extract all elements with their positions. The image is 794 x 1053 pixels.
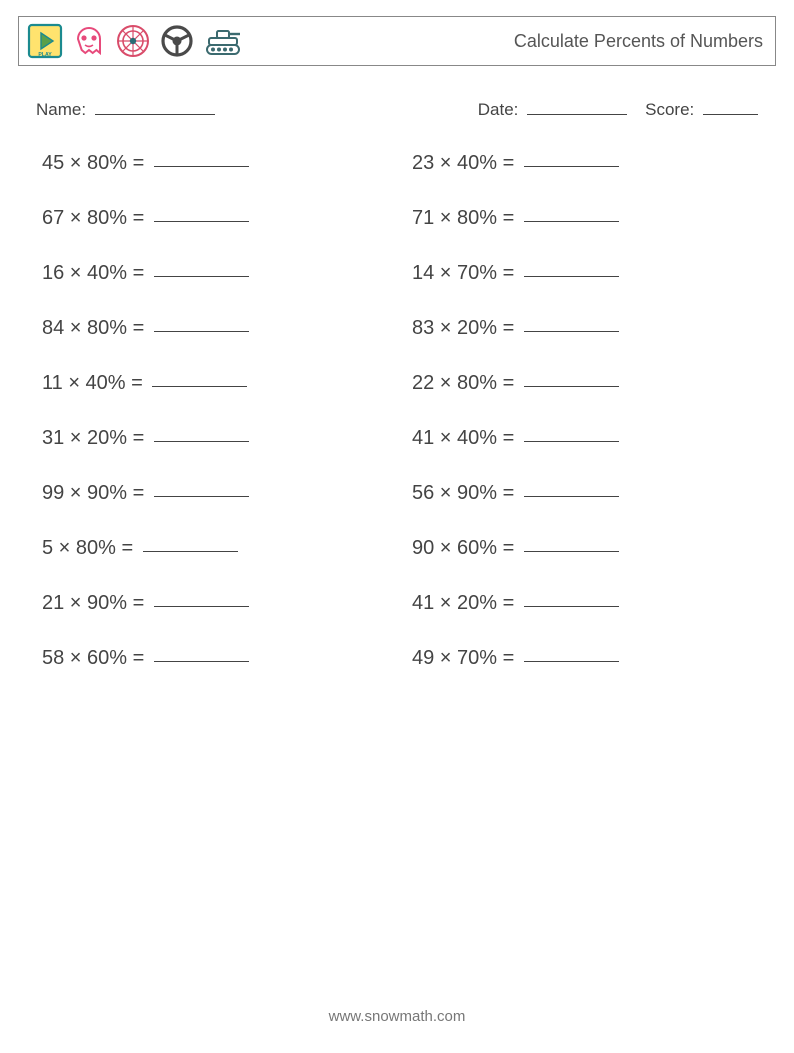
problem-expression: 99 × 90% = (42, 482, 150, 504)
worksheet-title: Calculate Percents of Numbers (514, 31, 763, 52)
problem-item: 49 × 70% = (412, 645, 752, 670)
problem-expression: 90 × 60% = (412, 537, 520, 559)
problem-item: 21 × 90% = (42, 590, 382, 615)
header-bar: PLAY (18, 16, 776, 66)
problem-expression: 14 × 70% = (412, 262, 520, 284)
date-blank (527, 98, 627, 115)
answer-blank (154, 203, 249, 222)
score-label: Score: (645, 100, 694, 119)
problem-expression: 41 × 20% = (412, 592, 520, 614)
worksheet-page: PLAY (0, 0, 794, 1053)
answer-blank (154, 588, 249, 607)
problem-expression: 56 × 90% = (412, 482, 520, 504)
footer-text: www.snowmath.com (0, 1008, 794, 1025)
answer-blank (152, 368, 247, 387)
problem-expression: 41 × 40% = (412, 427, 520, 449)
problem-item: 45 × 80% = (42, 150, 382, 175)
problem-item: 41 × 40% = (412, 425, 752, 450)
problem-expression: 16 × 40% = (42, 262, 150, 284)
problem-expression: 83 × 20% = (412, 317, 520, 339)
problem-expression: 31 × 20% = (42, 427, 150, 449)
steering-wheel-icon (159, 23, 195, 59)
answer-blank (524, 643, 619, 662)
problem-expression: 58 × 60% = (42, 647, 150, 669)
problems-grid: 45 × 80% = 23 × 40% = 67 × 80% = 71 × 80… (42, 150, 752, 670)
date-label: Date: (478, 100, 519, 119)
name-blank (95, 98, 215, 115)
problem-expression: 21 × 90% = (42, 592, 150, 614)
problem-expression: 49 × 70% = (412, 647, 520, 669)
answer-blank (524, 203, 619, 222)
problem-item: 56 × 90% = (412, 480, 752, 505)
problem-item: 11 × 40% = (42, 370, 382, 395)
answer-blank (154, 478, 249, 497)
problem-item: 90 × 60% = (412, 535, 752, 560)
name-label: Name: (36, 100, 86, 119)
icon-strip: PLAY (27, 23, 243, 59)
date-field: Date: (478, 98, 627, 120)
answer-blank (524, 313, 619, 332)
problem-item: 67 × 80% = (42, 205, 382, 230)
answer-blank (524, 588, 619, 607)
answer-blank (154, 148, 249, 167)
answer-blank (524, 368, 619, 387)
problem-expression: 5 × 80% = (42, 537, 139, 559)
svg-text:PLAY: PLAY (38, 52, 52, 58)
problem-expression: 45 × 80% = (42, 152, 150, 174)
problem-item: 14 × 70% = (412, 260, 752, 285)
play-icon: PLAY (27, 23, 63, 59)
problem-item: 58 × 60% = (42, 645, 382, 670)
info-line: Name: Date: Score: (36, 98, 758, 120)
problem-item: 84 × 80% = (42, 315, 382, 340)
problem-item: 99 × 90% = (42, 480, 382, 505)
answer-blank (524, 148, 619, 167)
score-field: Score: (645, 98, 758, 120)
answer-blank (154, 313, 249, 332)
problem-expression: 22 × 80% = (412, 372, 520, 394)
problem-item: 83 × 20% = (412, 315, 752, 340)
dartboard-icon (115, 23, 151, 59)
answer-blank (524, 533, 619, 552)
problem-item: 16 × 40% = (42, 260, 382, 285)
name-field: Name: (36, 98, 215, 120)
answer-blank (524, 423, 619, 442)
problem-item: 22 × 80% = (412, 370, 752, 395)
ghost-icon (71, 23, 107, 59)
problem-item: 71 × 80% = (412, 205, 752, 230)
problem-expression: 67 × 80% = (42, 207, 150, 229)
answer-blank (154, 643, 249, 662)
answer-blank (154, 423, 249, 442)
problem-expression: 23 × 40% = (412, 152, 520, 174)
problem-expression: 84 × 80% = (42, 317, 150, 339)
answer-blank (524, 258, 619, 277)
answer-blank (154, 258, 249, 277)
problem-expression: 11 × 40% = (42, 372, 148, 394)
problem-expression: 71 × 80% = (412, 207, 520, 229)
problem-item: 23 × 40% = (412, 150, 752, 175)
problem-item: 5 × 80% = (42, 535, 382, 560)
answer-blank (143, 533, 238, 552)
problem-item: 31 × 20% = (42, 425, 382, 450)
tank-icon (203, 23, 243, 59)
answer-blank (524, 478, 619, 497)
score-blank (703, 98, 758, 115)
problem-item: 41 × 20% = (412, 590, 752, 615)
